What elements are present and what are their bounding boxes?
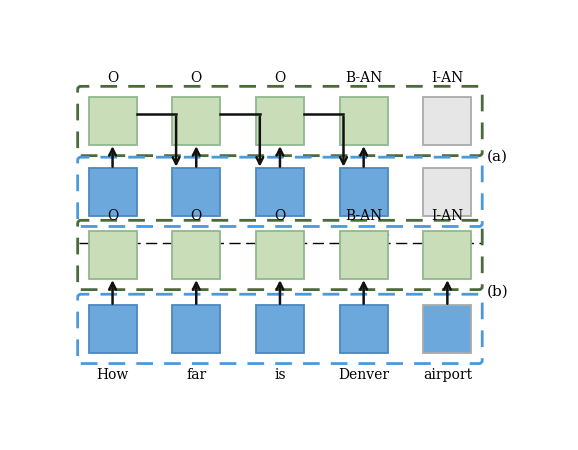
- Bar: [172, 231, 220, 279]
- Text: airport: airport: [423, 368, 472, 382]
- Text: O: O: [191, 71, 202, 85]
- Bar: [256, 97, 304, 145]
- Text: I-AN: I-AN: [431, 71, 464, 85]
- Bar: [340, 168, 388, 216]
- Bar: [423, 168, 472, 216]
- Text: airport: airport: [423, 231, 472, 245]
- Bar: [256, 231, 304, 279]
- Text: Denver: Denver: [338, 368, 389, 382]
- Bar: [88, 231, 136, 279]
- Text: O: O: [275, 209, 286, 223]
- Text: O: O: [107, 71, 118, 85]
- Text: is: is: [274, 231, 286, 245]
- Bar: [172, 305, 220, 353]
- Text: O: O: [191, 209, 202, 223]
- Text: How: How: [97, 368, 129, 382]
- Bar: [256, 168, 304, 216]
- Bar: [88, 168, 136, 216]
- Bar: [340, 231, 388, 279]
- Bar: [256, 305, 304, 353]
- Bar: [423, 97, 472, 145]
- Text: B-AN: B-AN: [345, 209, 382, 223]
- Bar: [340, 97, 388, 145]
- Text: (b): (b): [487, 285, 509, 299]
- Text: I-AN: I-AN: [431, 209, 464, 223]
- Text: O: O: [107, 209, 118, 223]
- Text: far: far: [186, 231, 206, 245]
- Bar: [423, 305, 472, 353]
- Bar: [423, 231, 472, 279]
- Text: far: far: [186, 368, 206, 382]
- Text: O: O: [275, 71, 286, 85]
- Text: B-AN: B-AN: [345, 71, 382, 85]
- Text: How: How: [97, 231, 129, 245]
- Bar: [172, 168, 220, 216]
- Text: Denver: Denver: [338, 231, 389, 245]
- Text: (a): (a): [487, 149, 508, 163]
- Text: is: is: [274, 368, 286, 382]
- Bar: [340, 305, 388, 353]
- Bar: [88, 97, 136, 145]
- Bar: [172, 97, 220, 145]
- Bar: [88, 305, 136, 353]
